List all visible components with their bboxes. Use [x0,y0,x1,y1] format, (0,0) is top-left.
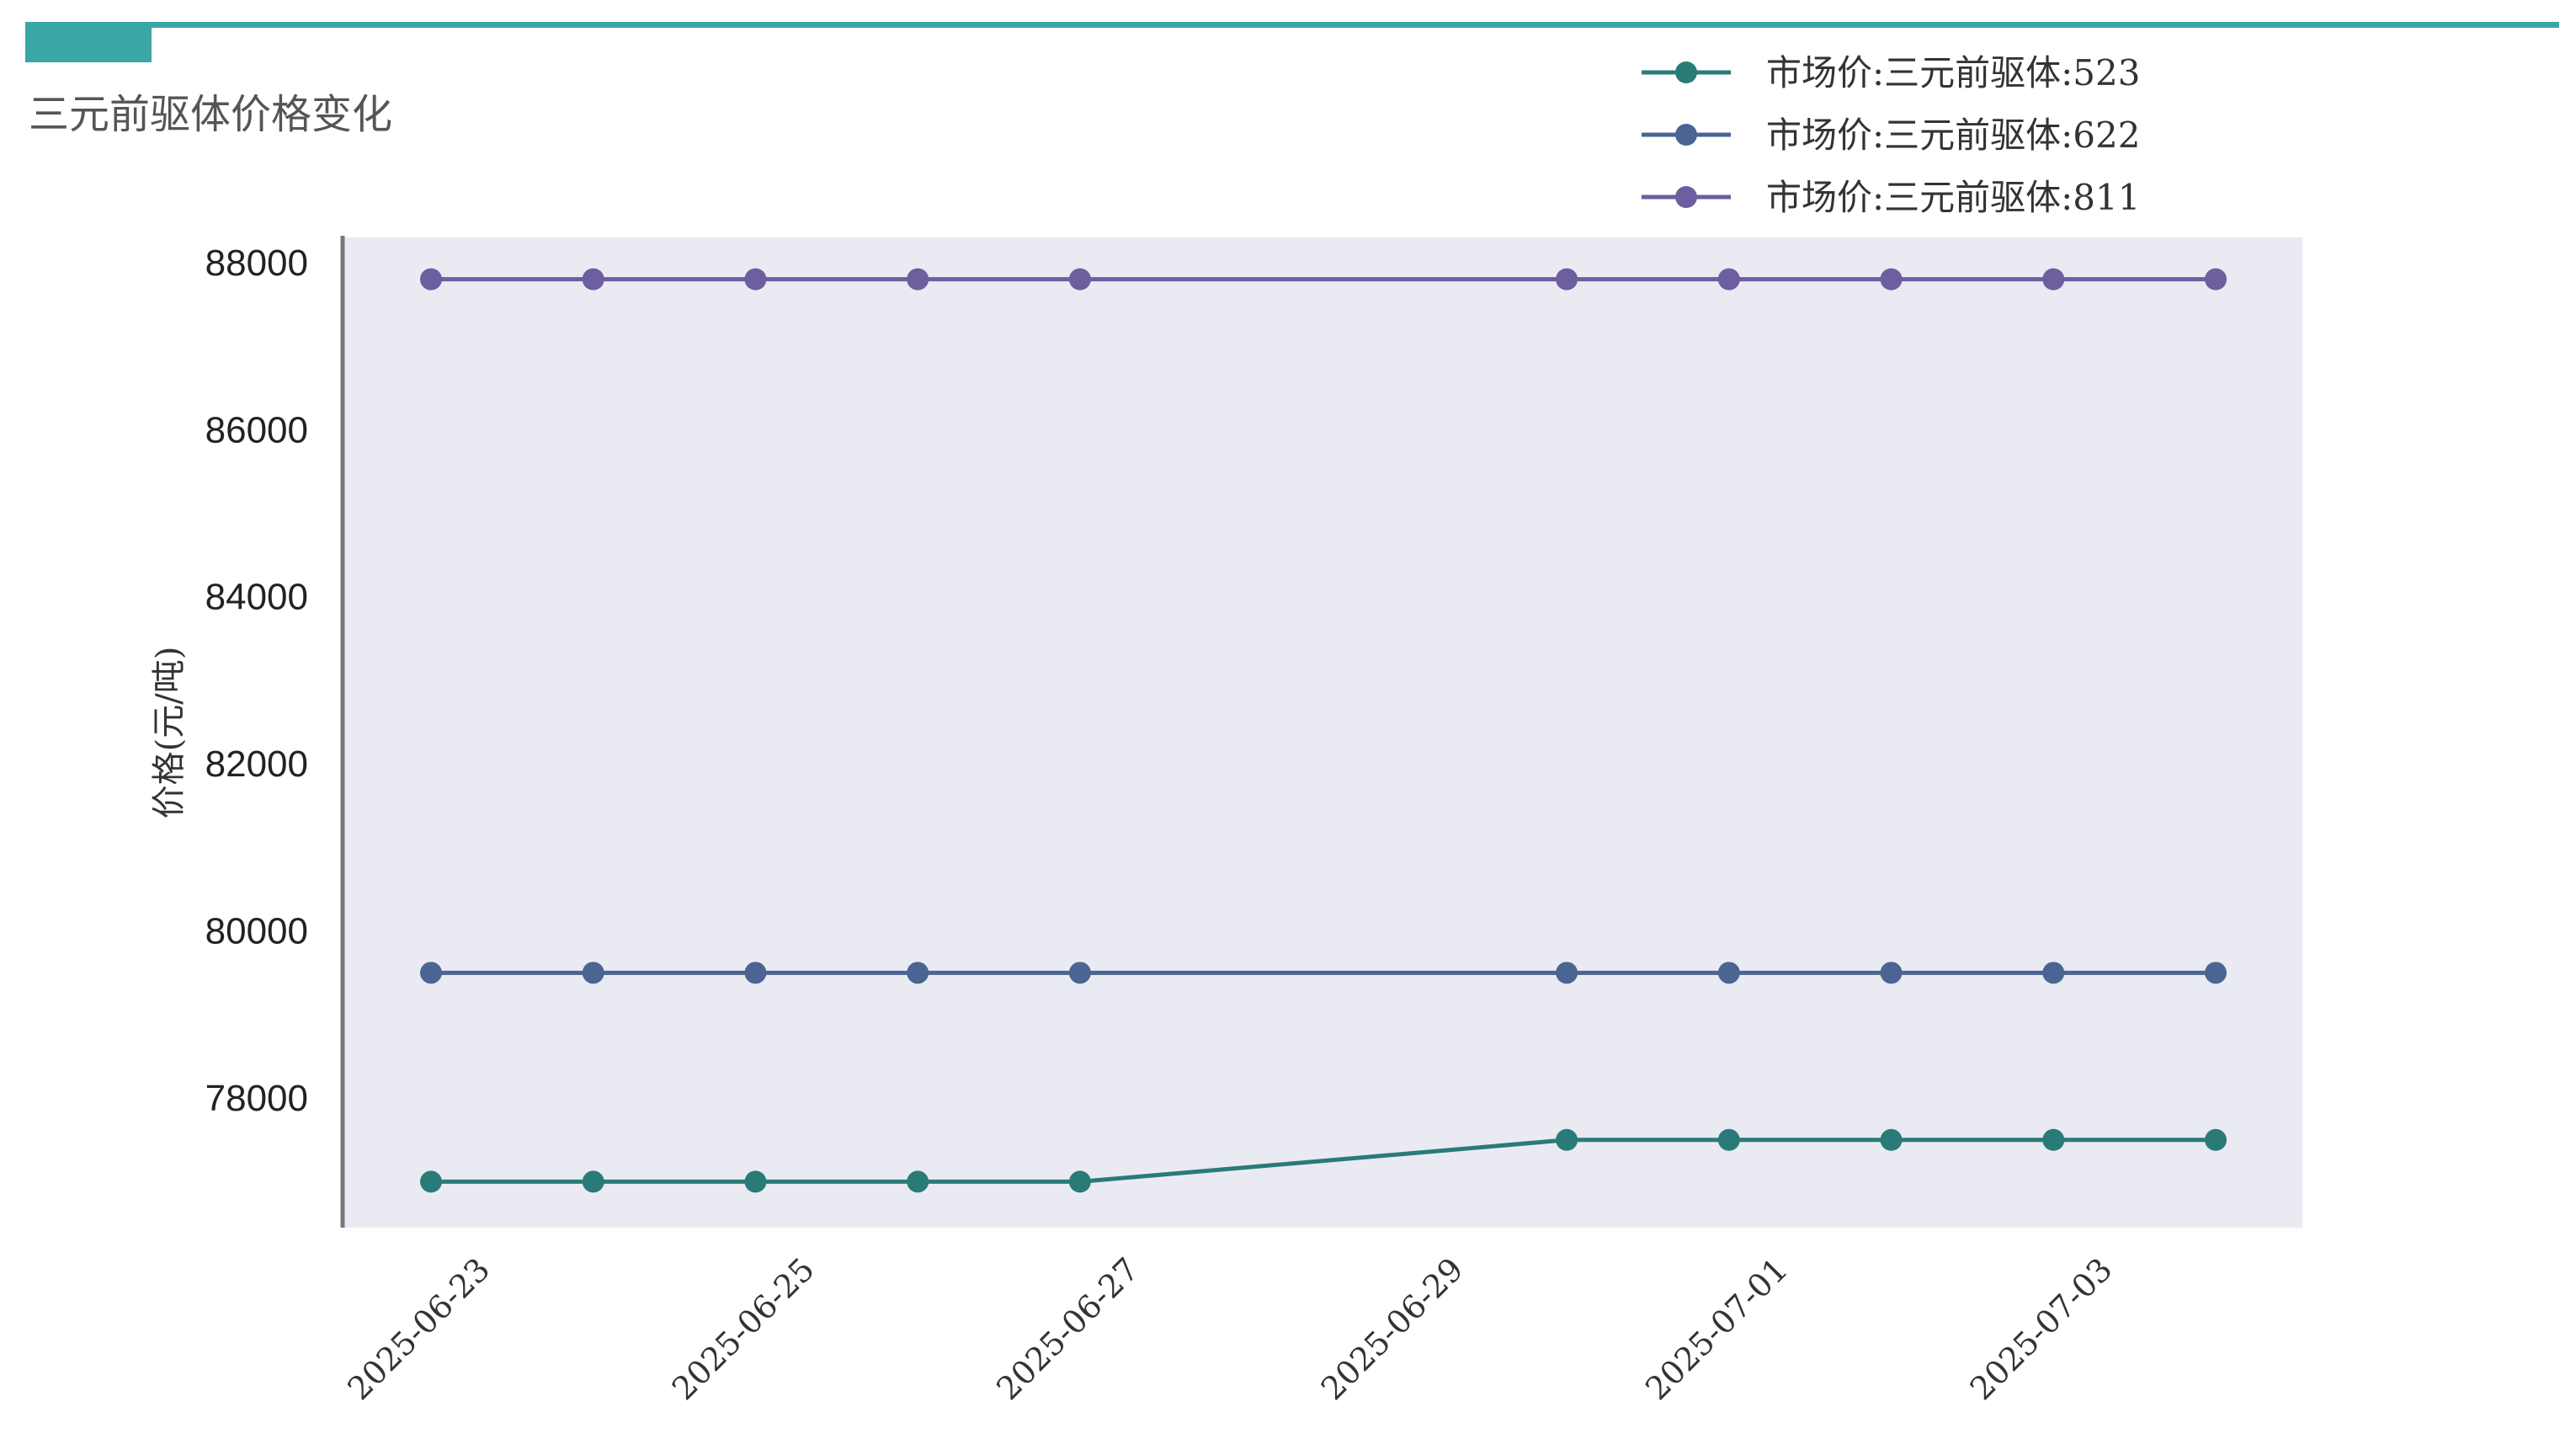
data-point [582,1170,604,1193]
y-tick-label: 88000 [205,242,308,284]
legend: 市场价:三元前驱体:523 市场价:三元前驱体:622 市场价:三元前驱体:811 [1642,52,2140,218]
header-accent-block [25,24,152,62]
legend-marker [1675,186,1697,208]
header-accent-line [25,22,2559,28]
x-tick-label: 2025-07-01 [1638,1250,1795,1407]
data-point [420,962,442,984]
x-tick-label: 2025-06-29 [1314,1250,1471,1407]
y-tick-label: 86000 [205,409,308,450]
x-tick-label: 2025-06-23 [340,1250,497,1407]
series-2 [420,268,2227,290]
series-line [431,1138,2216,1184]
legend-item: 市场价:三元前驱体:811 [1642,177,2140,218]
data-point [744,268,767,290]
data-point [1880,1128,1903,1151]
y-tick-label: 78000 [205,1078,308,1119]
legend-item: 市场价:三元前驱体:622 [1642,115,2140,156]
data-point [1068,962,1091,984]
data-point [744,962,767,984]
data-point [907,268,929,290]
plot-background [341,237,2302,1228]
legend-label: 市场价:三元前驱体:622 [1766,115,2140,156]
data-point [582,268,604,290]
chart-title: 三元前驱体价格变化 [29,91,392,138]
data-point [1717,268,1740,290]
data-point [2205,268,2227,290]
legend-item: 市场价:三元前驱体:523 [1642,52,2140,93]
legend-marker [1675,61,1697,83]
data-point [907,1170,929,1193]
data-point [744,1170,767,1193]
x-tick-label: 2025-06-25 [665,1250,822,1407]
data-point [2042,1128,2065,1151]
data-point [2042,962,2065,984]
data-point [420,268,442,290]
data-point [1556,1128,1578,1151]
data-point [1717,1128,1740,1151]
y-tick-label: 82000 [205,743,308,785]
x-tick-label: 2025-06-27 [989,1250,1146,1407]
legend-marker [1675,124,1697,146]
x-tick-label: 2025-07-03 [1963,1250,2120,1407]
data-point [1068,1170,1091,1193]
series-1 [420,962,2227,984]
data-point [2205,962,2227,984]
data-point [1556,268,1578,290]
data-point [1068,268,1091,290]
y-ticks: 78000 80000 82000 84000 86000 88000 [205,242,308,1119]
data-point [582,962,604,984]
y-axis-label: 价格(元/吨) [150,647,189,819]
data-point [1717,962,1740,984]
legend-label: 市场价:三元前驱体:811 [1766,177,2140,218]
series-0 [420,1128,2227,1193]
data-point [2042,268,2065,290]
data-point [2205,1128,2227,1151]
data-point [420,1170,442,1193]
y-tick-label: 80000 [205,911,308,952]
data-point [907,962,929,984]
y-tick-label: 84000 [205,577,308,618]
series-group [420,268,2227,1193]
legend-label: 市场价:三元前驱体:523 [1766,52,2140,93]
data-point [1880,962,1903,984]
x-ticks: 2025-06-23 2025-06-25 2025-06-27 2025-06-29… [340,1250,2119,1407]
data-point [1556,962,1578,984]
data-point [1880,268,1903,290]
